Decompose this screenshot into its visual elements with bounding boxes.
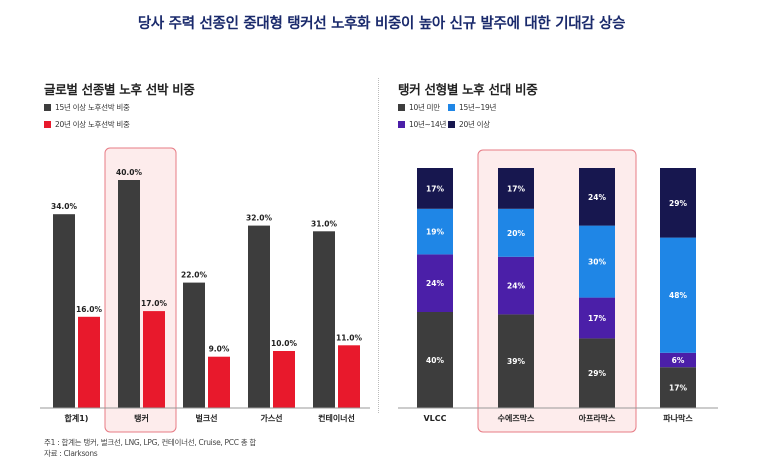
page-title: 당사 주력 선종인 중대형 탱커선 노후화 비중이 높아 신규 발주에 대한 기… xyxy=(137,16,626,32)
stack-label-cat-1-series-0: 39% xyxy=(507,357,525,366)
legend-swatch-10-14 xyxy=(398,121,405,128)
stack-label-cat-0-series-2: 19% xyxy=(426,228,444,237)
legend-label-15-19: 15년~19년 xyxy=(459,103,497,112)
legend-swatch-15-19 xyxy=(448,104,455,111)
x-tick-right-cat-0: VLCC xyxy=(423,414,446,423)
stack-label-cat-3-series-2: 48% xyxy=(669,291,687,300)
bar-label-cat-4-series-1: 11.0% xyxy=(336,333,363,342)
stack-cat-2-series-2 xyxy=(579,225,615,298)
legend-label-under10: 10년 미만 xyxy=(409,103,440,112)
stack-cat-3-series-2 xyxy=(660,237,696,353)
bar-cat-0-series-1 xyxy=(78,316,100,408)
x-tick-cat-4: 컨테이너선 xyxy=(318,413,355,423)
footnote-1: 주1 : 합계는 탱커, 벌크선, LNG, LPG, 컨테이너선, Cruis… xyxy=(44,438,257,447)
stack-label-cat-1-series-1: 24% xyxy=(507,282,525,291)
legend-swatch-20y xyxy=(44,121,51,128)
stack-label-cat-2-series-0: 29% xyxy=(588,369,606,378)
left-chart-title: 글로벌 선종별 노후 선박 비중 xyxy=(44,82,195,97)
legend-swatch-15y xyxy=(44,104,51,111)
legend-label-15y: 15년 이상 노후선박 비중 xyxy=(55,103,130,112)
stack-label-cat-2-series-3: 24% xyxy=(588,193,606,202)
bar-label-cat-4-series-0: 31.0% xyxy=(311,219,338,228)
stack-cat-0-series-1 xyxy=(417,254,453,312)
legend-item-10-14: 10년~14년 xyxy=(398,119,446,130)
bar-label-cat-3-series-1: 10.0% xyxy=(271,339,298,348)
bar-cat-3-series-0 xyxy=(248,225,270,408)
x-tick-right-cat-2: 아프라막스 xyxy=(579,413,616,423)
stack-cat-1-series-2 xyxy=(498,208,534,257)
bar-label-cat-1-series-0: 40.0% xyxy=(116,168,143,177)
x-tick-cat-3: 가스선 xyxy=(260,413,282,423)
legend-swatch-under10 xyxy=(398,104,405,111)
legend-item-over20: 20년 이상 xyxy=(448,119,490,130)
stack-label-cat-0-series-0: 40% xyxy=(426,356,444,365)
bar-label-cat-0-series-1: 16.0% xyxy=(76,305,103,314)
stack-cat-2-series-1 xyxy=(579,297,615,339)
stack-cat-0-series-3 xyxy=(417,168,453,209)
legend-item-15-19: 15년~19년 xyxy=(448,102,496,113)
bar-cat-3-series-1 xyxy=(273,351,295,408)
bar-label-cat-3-series-0: 32.0% xyxy=(246,214,273,223)
x-tick-right-cat-3: 파나막스 xyxy=(663,413,693,423)
stack-cat-1-series-1 xyxy=(498,256,534,315)
legend-swatch-over20 xyxy=(448,121,455,128)
bar-label-cat-2-series-1: 9.0% xyxy=(209,345,230,354)
bar-label-cat-0-series-0: 34.0% xyxy=(51,202,78,211)
legend-item-20y: 20년 이상 노후선박 비중 xyxy=(44,119,130,130)
legend-label-over20: 20년 이상 xyxy=(459,120,490,129)
stack-cat-0-series-0 xyxy=(417,312,453,408)
bar-cat-4-series-1 xyxy=(338,345,360,408)
stack-cat-1-series-0 xyxy=(498,314,534,408)
bar-cat-4-series-0 xyxy=(313,231,335,408)
legend-label-20y: 20년 이상 노후선박 비중 xyxy=(55,120,130,129)
bar-cat-2-series-0 xyxy=(183,282,205,408)
stack-label-cat-3-series-0: 17% xyxy=(669,384,687,393)
stack-cat-3-series-1 xyxy=(660,352,696,368)
stack-label-cat-3-series-3: 29% xyxy=(669,199,687,208)
stack-label-cat-2-series-1: 17% xyxy=(588,314,606,323)
x-tick-cat-2: 벌크선 xyxy=(195,413,217,423)
stack-label-cat-1-series-2: 20% xyxy=(507,229,525,238)
stack-cat-3-series-0 xyxy=(660,367,696,408)
bar-label-cat-2-series-0: 22.0% xyxy=(181,271,208,280)
stack-cat-2-series-0 xyxy=(579,338,615,408)
stack-label-cat-3-series-1: 6% xyxy=(672,356,685,365)
x-tick-cat-0: 합계1) xyxy=(65,413,89,423)
legend-item-under10: 10년 미만 xyxy=(398,102,440,113)
stack-label-cat-2-series-2: 30% xyxy=(588,258,606,267)
stack-cat-0-series-2 xyxy=(417,208,453,255)
bar-label-cat-1-series-1: 17.0% xyxy=(141,299,168,308)
footnote-source: 자료 : Clarksons xyxy=(44,449,98,458)
stack-label-cat-0-series-1: 24% xyxy=(426,279,444,288)
bar-cat-1-series-1 xyxy=(143,311,165,408)
stack-cat-2-series-3 xyxy=(579,168,615,226)
x-tick-right-cat-1: 수에즈막스 xyxy=(498,413,535,423)
bar-cat-2-series-1 xyxy=(208,356,230,408)
x-tick-cat-1: 탱커 xyxy=(134,413,149,423)
bar-cat-1-series-0 xyxy=(118,180,140,408)
bar-cat-0-series-0 xyxy=(53,214,75,408)
panel-divider xyxy=(378,78,379,413)
legend-label-10-14: 10년~14년 xyxy=(409,120,447,129)
legend-item-15y: 15년 이상 노후선박 비중 xyxy=(44,102,130,113)
stack-cat-3-series-3 xyxy=(660,168,696,238)
stack-label-cat-0-series-3: 17% xyxy=(426,184,444,193)
stack-cat-1-series-3 xyxy=(498,168,534,209)
stack-label-cat-1-series-3: 17% xyxy=(507,184,525,193)
right-chart-title: 탱커 선형별 노후 선대 비중 xyxy=(398,82,538,97)
